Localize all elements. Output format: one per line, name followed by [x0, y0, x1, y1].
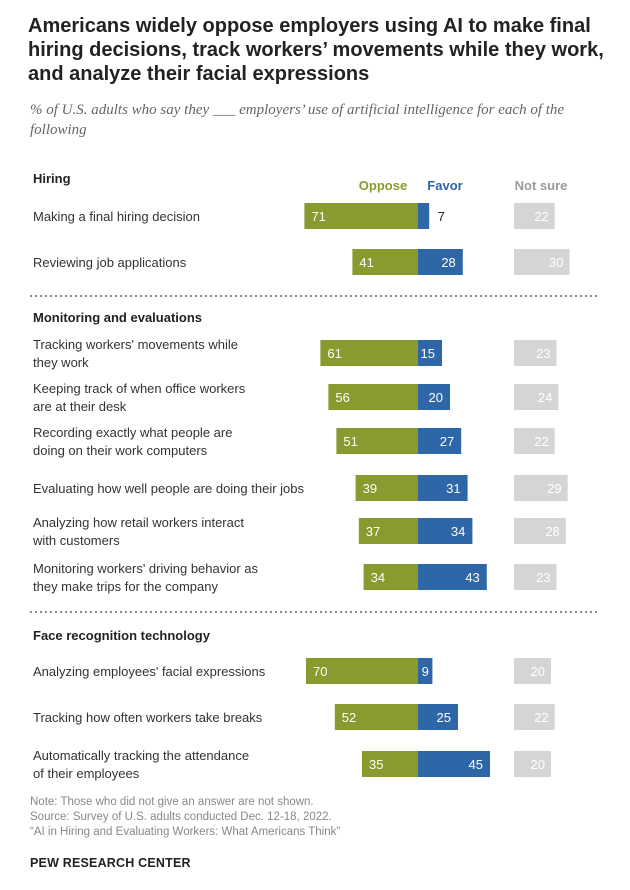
- value-not-sure: 23: [536, 570, 550, 585]
- row-label: Reviewing job applications: [33, 255, 187, 270]
- bar-not-sure: [514, 751, 551, 777]
- bar-favor: [418, 428, 462, 454]
- value-oppose: 51: [343, 434, 357, 449]
- bar-not-sure: [514, 518, 566, 544]
- bar-not-sure: [514, 203, 555, 229]
- legend-not-sure: Not sure: [515, 178, 568, 193]
- row-label: are at their desk: [33, 399, 127, 414]
- bar-oppose: [355, 475, 418, 501]
- value-oppose: 37: [366, 524, 380, 539]
- value-favor: 45: [469, 757, 483, 772]
- bar-oppose: [334, 704, 418, 730]
- value-not-sure: 30: [549, 255, 563, 270]
- value-oppose: 41: [359, 255, 373, 270]
- bar-favor: [418, 704, 458, 730]
- value-oppose: 35: [369, 757, 383, 772]
- bar-favor: [418, 518, 473, 544]
- value-oppose: 70: [313, 664, 327, 679]
- bar-favor: [418, 340, 442, 366]
- bar-oppose: [363, 564, 418, 590]
- value-not-sure: 22: [534, 209, 548, 224]
- bar-favor: [418, 203, 430, 229]
- value-favor: 28: [441, 255, 455, 270]
- row-label: Evaluating how well people are doing the…: [33, 481, 305, 496]
- row-label: Tracking workers' movements while: [33, 337, 238, 352]
- bar-oppose: [320, 340, 418, 366]
- bar-oppose: [352, 249, 418, 275]
- row-label: with customers: [32, 533, 120, 548]
- value-oppose: 56: [335, 390, 349, 405]
- footer-note: Note: Those who did not give an answer a…: [30, 796, 314, 808]
- bar-not-sure: [514, 340, 557, 366]
- bar-oppose: [328, 384, 418, 410]
- group-header: Face recognition technology: [33, 628, 211, 643]
- value-oppose: 52: [342, 710, 356, 725]
- footer-source: Source: Survey of U.S. adults conducted …: [30, 811, 332, 823]
- row-label: they work: [33, 355, 89, 370]
- value-favor: 15: [421, 346, 435, 361]
- value-oppose: 61: [327, 346, 341, 361]
- group-header: Hiring: [33, 171, 71, 186]
- row-label: Analyzing how retail workers interact: [33, 515, 244, 530]
- footer-report: “AI in Hiring and Evaluating Workers: Wh…: [30, 826, 341, 838]
- row-label: Keeping track of when office workers: [33, 381, 246, 396]
- row-label: Making a final hiring decision: [33, 209, 200, 224]
- chart-title: Americans widely oppose employers using …: [28, 15, 604, 85]
- chart-subtitle: % of U.S. adults who say they ___ employ…: [30, 102, 565, 138]
- bar-not-sure: [514, 564, 557, 590]
- row-label: doing on their work computers: [33, 443, 208, 458]
- row-label: they make trips for the company: [33, 579, 218, 594]
- value-not-sure: 20: [531, 757, 545, 772]
- value-not-sure: 24: [538, 390, 552, 405]
- bar-favor: [418, 564, 487, 590]
- value-not-sure: 28: [545, 524, 559, 539]
- value-not-sure: 23: [536, 346, 550, 361]
- bar-not-sure: [514, 475, 568, 501]
- bar-favor: [418, 249, 463, 275]
- value-oppose: 71: [311, 209, 325, 224]
- bar-favor: [418, 658, 433, 684]
- bar-oppose: [336, 428, 418, 454]
- bar-not-sure: [514, 704, 555, 730]
- value-favor: 34: [451, 524, 465, 539]
- bar-oppose: [304, 203, 418, 229]
- bar-not-sure: [514, 658, 551, 684]
- value-favor: 31: [446, 481, 460, 496]
- group-header: Monitoring and evaluations: [33, 310, 202, 325]
- value-favor: 27: [440, 434, 454, 449]
- brand-logo-text: PEW RESEARCH CENTER: [30, 856, 191, 870]
- bar-oppose: [358, 518, 418, 544]
- bar-not-sure: [514, 249, 570, 275]
- bar-oppose: [306, 658, 418, 684]
- legend-favor: Favor: [427, 178, 462, 193]
- value-oppose: 39: [363, 481, 377, 496]
- value-not-sure: 20: [531, 664, 545, 679]
- row-label: Analyzing employees' facial expressions: [33, 664, 266, 679]
- row-label: Tracking how often workers take breaks: [33, 710, 263, 725]
- row-label: Automatically tracking the attendance: [33, 748, 249, 763]
- value-not-sure: 29: [547, 481, 561, 496]
- bar-not-sure: [514, 384, 559, 410]
- chart-footer: Note: Those who did not give an answer a…: [30, 795, 600, 840]
- value-oppose: 34: [371, 570, 385, 585]
- value-favor: 25: [437, 710, 451, 725]
- row-label: of their employees: [33, 766, 140, 781]
- bar-favor: [418, 751, 490, 777]
- bar-oppose: [362, 751, 418, 777]
- bar-not-sure: [514, 428, 555, 454]
- bar-favor: [418, 384, 450, 410]
- value-favor: 7: [438, 209, 445, 224]
- value-not-sure: 22: [534, 434, 548, 449]
- value-favor: 20: [429, 390, 443, 405]
- value-favor: 43: [465, 570, 479, 585]
- row-label: Monitoring workers' driving behavior as: [33, 561, 259, 576]
- value-not-sure: 22: [534, 710, 548, 725]
- value-favor: 9: [422, 664, 429, 679]
- legend-oppose: Oppose: [359, 178, 407, 193]
- row-label: Recording exactly what people are: [33, 425, 232, 440]
- bar-favor: [418, 475, 468, 501]
